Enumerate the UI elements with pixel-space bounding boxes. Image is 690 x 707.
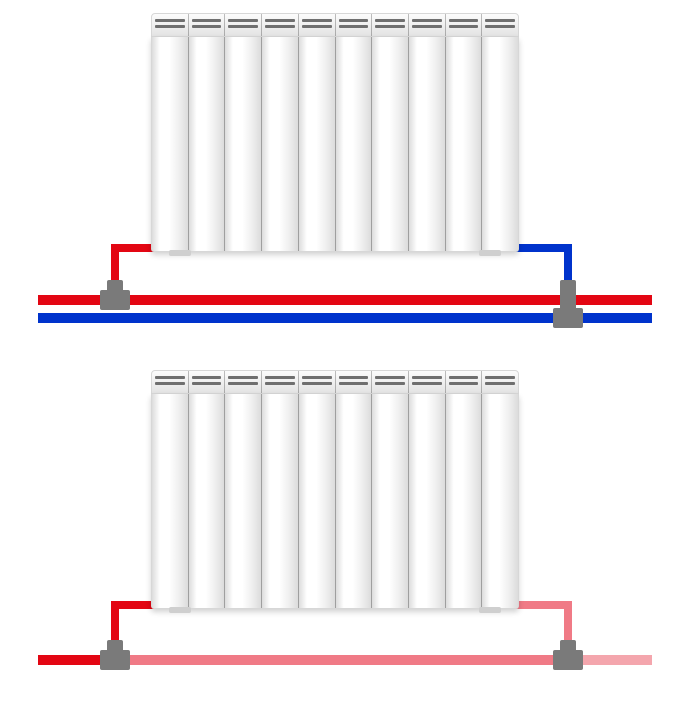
radiator-section (445, 394, 482, 608)
radiator-section (408, 37, 445, 251)
radiator-section (152, 37, 188, 251)
radiator-top-cap (152, 371, 188, 393)
radiator-top (151, 13, 519, 37)
diagram-stage (0, 0, 690, 707)
radiator (151, 370, 519, 609)
radiator-section (152, 394, 188, 608)
radiator-section (298, 37, 335, 251)
radiator-top-cap (261, 371, 298, 393)
branch-pipe-right (512, 244, 572, 252)
radiator-body (151, 394, 519, 609)
radiator-top-cap (224, 14, 261, 36)
radiator-section (224, 394, 261, 608)
radiator-top-cap (298, 14, 335, 36)
radiator-top-cap (408, 371, 445, 393)
radiator-section (261, 394, 298, 608)
radiator-foot (169, 607, 191, 613)
radiator-top-cap (445, 371, 482, 393)
branch-pipe-right (512, 601, 572, 609)
radiator-section (371, 37, 408, 251)
radiator-section (371, 394, 408, 608)
radiator-top-cap (298, 371, 335, 393)
radiator-section (481, 394, 518, 608)
main-pipe-bypass (118, 655, 570, 665)
radiator-section (335, 37, 372, 251)
radiator-top-cap (445, 14, 482, 36)
radiator-top-cap (481, 371, 518, 393)
radiator-top-cap (371, 14, 408, 36)
radiator-section (224, 37, 261, 251)
radiator-section (188, 394, 225, 608)
radiator-section (335, 394, 372, 608)
radiator-top-cap (261, 14, 298, 36)
pipe-tee-stub (560, 280, 576, 312)
radiator-foot (169, 250, 191, 256)
radiator-top-cap (335, 371, 372, 393)
radiator-top-cap (335, 14, 372, 36)
radiator-top-cap (188, 371, 225, 393)
radiator-foot (479, 607, 501, 613)
pipe-tee-stub (107, 280, 123, 294)
radiator-section (445, 37, 482, 251)
pipe-tee-stub (560, 640, 576, 654)
radiator-top-cap (371, 371, 408, 393)
radiator-body (151, 37, 519, 252)
radiator-top-cap (481, 14, 518, 36)
radiator-top (151, 370, 519, 394)
radiator (151, 13, 519, 252)
radiator-top-cap (152, 14, 188, 36)
radiator-top-cap (224, 371, 261, 393)
radiator-top-cap (188, 14, 225, 36)
radiator-section (188, 37, 225, 251)
radiator-section (408, 394, 445, 608)
radiator-section (298, 394, 335, 608)
radiator-section (261, 37, 298, 251)
pipe-tee-stub (107, 640, 123, 654)
radiator-section (481, 37, 518, 251)
radiator-top-cap (408, 14, 445, 36)
radiator-foot (479, 250, 501, 256)
